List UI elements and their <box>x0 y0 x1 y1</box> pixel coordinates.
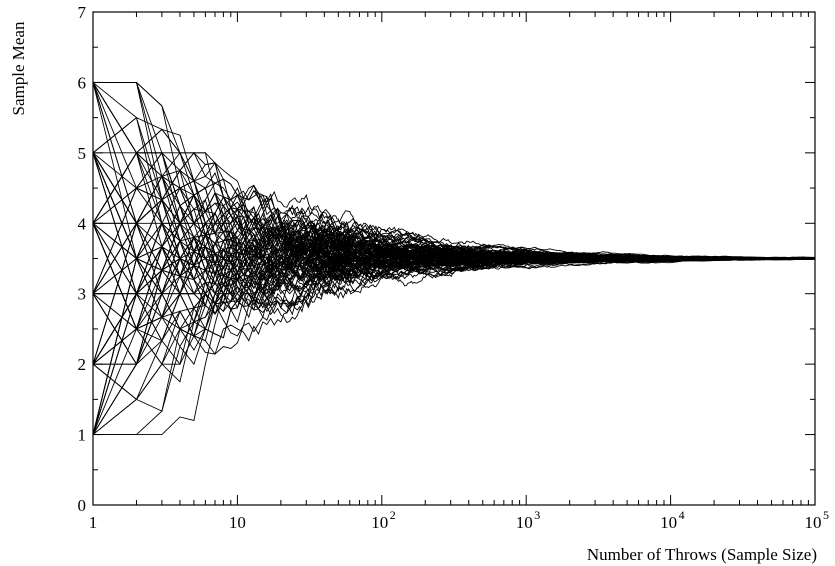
y-axis-label: Sample Mean <box>9 21 28 115</box>
series-lines <box>92 81 816 436</box>
x-tick-label: 10 <box>516 513 533 532</box>
y-tick-label: 4 <box>78 214 87 233</box>
y-tick-label: 0 <box>78 496 87 515</box>
x-tick-exponent: 3 <box>534 508 540 522</box>
y-tick-label: 7 <box>78 3 87 22</box>
y-tick-label: 6 <box>78 73 87 92</box>
x-axis-label: Number of Throws (Sample Size) <box>587 545 817 564</box>
series-line <box>92 220 816 330</box>
y-tick-label: 3 <box>78 285 87 304</box>
series-line <box>92 198 815 365</box>
x-tick-exponent: 5 <box>823 508 829 522</box>
x-tick-label: 10 <box>371 513 388 532</box>
y-tick-label: 1 <box>78 426 87 445</box>
x-tick-label: 1 <box>89 513 98 532</box>
series-line <box>92 152 815 265</box>
x-tick-label: 10 <box>660 513 677 532</box>
x-tick-exponent: 4 <box>679 508 685 522</box>
y-tick-label: 5 <box>78 144 87 163</box>
series-line <box>93 81 815 272</box>
x-tick-label: 10 <box>229 513 246 532</box>
x-tick-label: 10 <box>805 513 822 532</box>
series-line <box>92 257 816 365</box>
axis-ticks <box>92 11 816 506</box>
x-tick-exponent: 2 <box>390 508 396 522</box>
y-tick-label: 2 <box>78 355 87 374</box>
